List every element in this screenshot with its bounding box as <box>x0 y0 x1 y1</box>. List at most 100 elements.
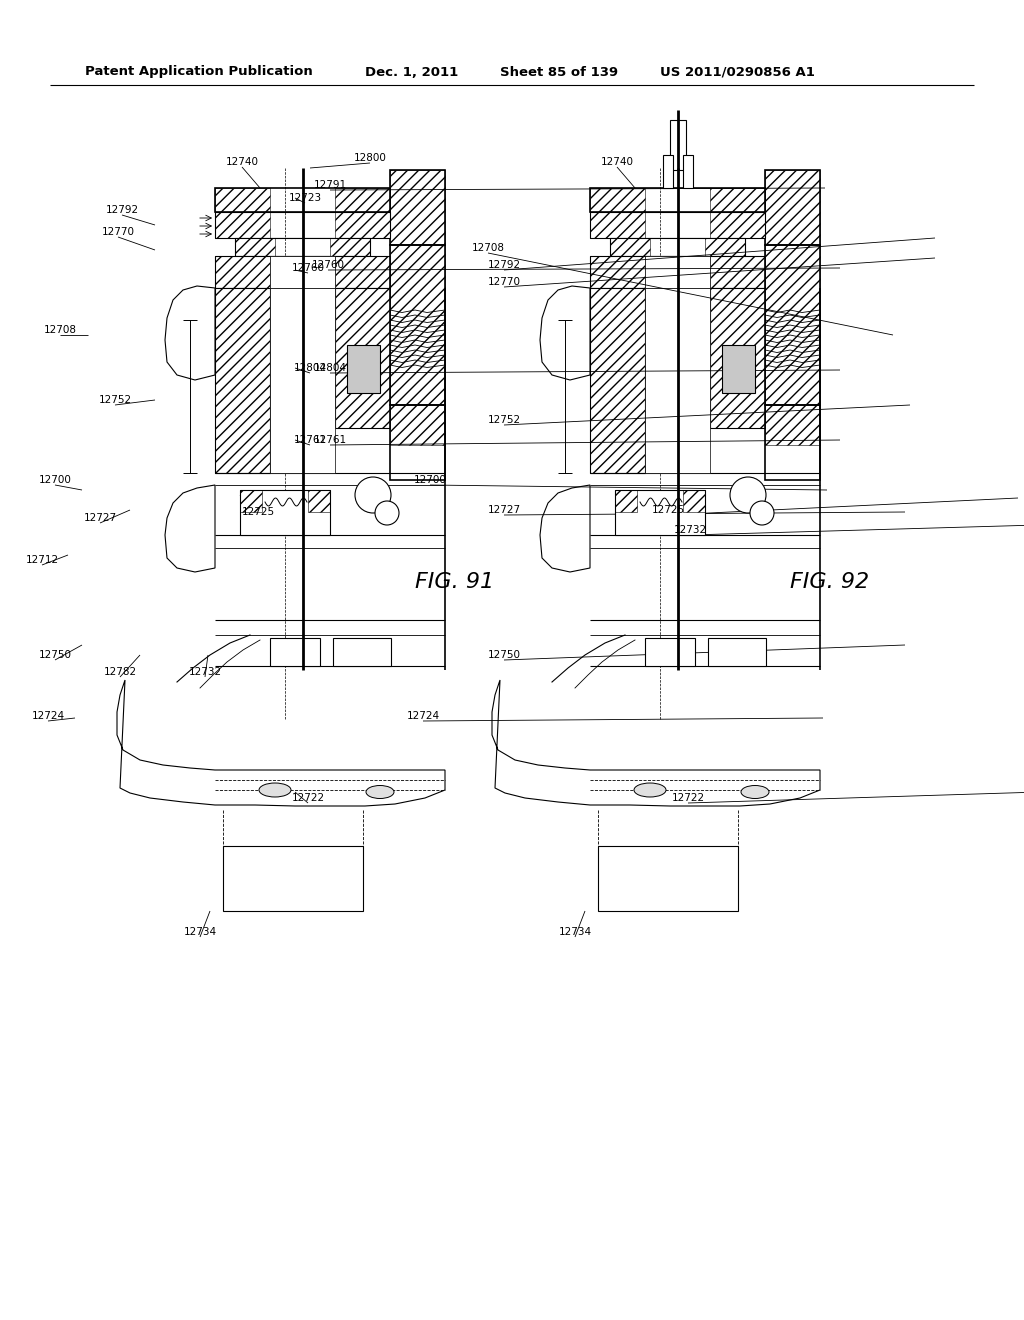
Bar <box>333 638 391 667</box>
Text: 12712: 12712 <box>26 554 58 565</box>
Text: 12760: 12760 <box>311 260 344 271</box>
Bar <box>590 256 765 288</box>
Bar <box>335 213 390 238</box>
Text: Sheet 85 of 139: Sheet 85 of 139 <box>500 66 618 78</box>
Bar <box>590 187 645 213</box>
Text: 12760: 12760 <box>292 263 325 273</box>
Bar <box>590 187 765 213</box>
Bar <box>590 213 645 238</box>
Bar <box>330 238 370 256</box>
Bar <box>615 490 637 512</box>
Text: 12732: 12732 <box>674 525 707 535</box>
Bar <box>590 256 645 288</box>
Bar <box>590 288 645 473</box>
Text: 12752: 12752 <box>487 414 520 425</box>
Bar <box>683 154 693 187</box>
Bar <box>590 213 765 238</box>
Bar <box>705 238 745 256</box>
Bar <box>765 246 820 405</box>
Text: 12732: 12732 <box>188 667 221 677</box>
Bar <box>610 238 650 256</box>
Text: 12734: 12734 <box>558 927 592 937</box>
Text: 12750: 12750 <box>487 649 520 660</box>
Circle shape <box>730 477 766 513</box>
Text: 12725: 12725 <box>242 507 274 517</box>
Bar <box>390 405 445 480</box>
Text: 12700: 12700 <box>414 475 446 484</box>
Bar <box>390 170 445 246</box>
Bar <box>335 187 390 213</box>
Text: 12700: 12700 <box>39 475 72 484</box>
Text: 12708: 12708 <box>471 243 505 253</box>
Bar <box>308 490 330 512</box>
Text: 12727: 12727 <box>83 513 117 523</box>
Text: FIG. 91: FIG. 91 <box>415 572 495 591</box>
Bar <box>615 490 705 535</box>
Bar <box>335 288 390 428</box>
Text: Patent Application Publication: Patent Application Publication <box>85 66 312 78</box>
Bar <box>670 120 686 170</box>
Ellipse shape <box>366 785 394 799</box>
Text: 12782: 12782 <box>103 667 136 677</box>
Bar <box>765 405 820 480</box>
Polygon shape <box>165 286 215 380</box>
Polygon shape <box>540 484 590 572</box>
Bar <box>765 246 820 405</box>
Bar <box>234 238 275 256</box>
Ellipse shape <box>741 785 769 799</box>
Bar <box>335 288 390 428</box>
Bar <box>663 154 673 187</box>
Text: 12792: 12792 <box>105 205 138 215</box>
Text: 12770: 12770 <box>487 277 520 286</box>
Bar <box>710 213 765 238</box>
Bar <box>390 246 445 405</box>
Bar <box>240 490 330 535</box>
Bar <box>270 256 335 288</box>
Polygon shape <box>492 680 820 807</box>
Bar <box>270 638 319 667</box>
Bar <box>234 238 370 256</box>
Text: 12804: 12804 <box>294 363 327 374</box>
Bar <box>765 405 820 445</box>
Bar <box>765 170 820 246</box>
Bar <box>710 288 765 428</box>
Text: 12750: 12750 <box>39 649 72 660</box>
Polygon shape <box>165 484 215 572</box>
Text: FIG. 92: FIG. 92 <box>790 572 869 591</box>
Bar <box>590 288 645 473</box>
Polygon shape <box>540 286 590 380</box>
Bar <box>335 256 390 288</box>
Bar <box>215 187 390 213</box>
Text: 12727: 12727 <box>487 506 520 515</box>
Text: 12761: 12761 <box>313 436 346 445</box>
Bar <box>765 170 820 246</box>
Bar <box>710 288 765 428</box>
Text: 12804: 12804 <box>313 363 346 374</box>
Text: US 2011/0290856 A1: US 2011/0290856 A1 <box>660 66 815 78</box>
Bar <box>645 256 710 288</box>
Bar <box>708 638 766 667</box>
Text: 12725: 12725 <box>651 506 685 515</box>
Ellipse shape <box>259 783 291 797</box>
Bar <box>240 490 262 512</box>
Polygon shape <box>117 680 445 807</box>
Text: 12761: 12761 <box>294 436 327 445</box>
Text: 12722: 12722 <box>292 793 325 803</box>
Bar <box>215 288 270 473</box>
Text: 12724: 12724 <box>32 711 65 721</box>
Bar <box>215 187 270 213</box>
Text: 12722: 12722 <box>672 793 705 803</box>
Text: 12740: 12740 <box>225 157 258 168</box>
Bar <box>710 187 765 213</box>
Text: 12800: 12800 <box>353 153 386 162</box>
Bar <box>710 256 765 288</box>
Bar <box>610 238 745 256</box>
Text: 12740: 12740 <box>600 157 634 168</box>
Bar <box>347 345 380 393</box>
Text: 12791: 12791 <box>313 180 346 190</box>
Bar <box>390 170 445 246</box>
Bar <box>215 256 270 288</box>
Bar <box>598 846 738 911</box>
Bar <box>390 405 445 445</box>
Bar <box>215 256 390 288</box>
